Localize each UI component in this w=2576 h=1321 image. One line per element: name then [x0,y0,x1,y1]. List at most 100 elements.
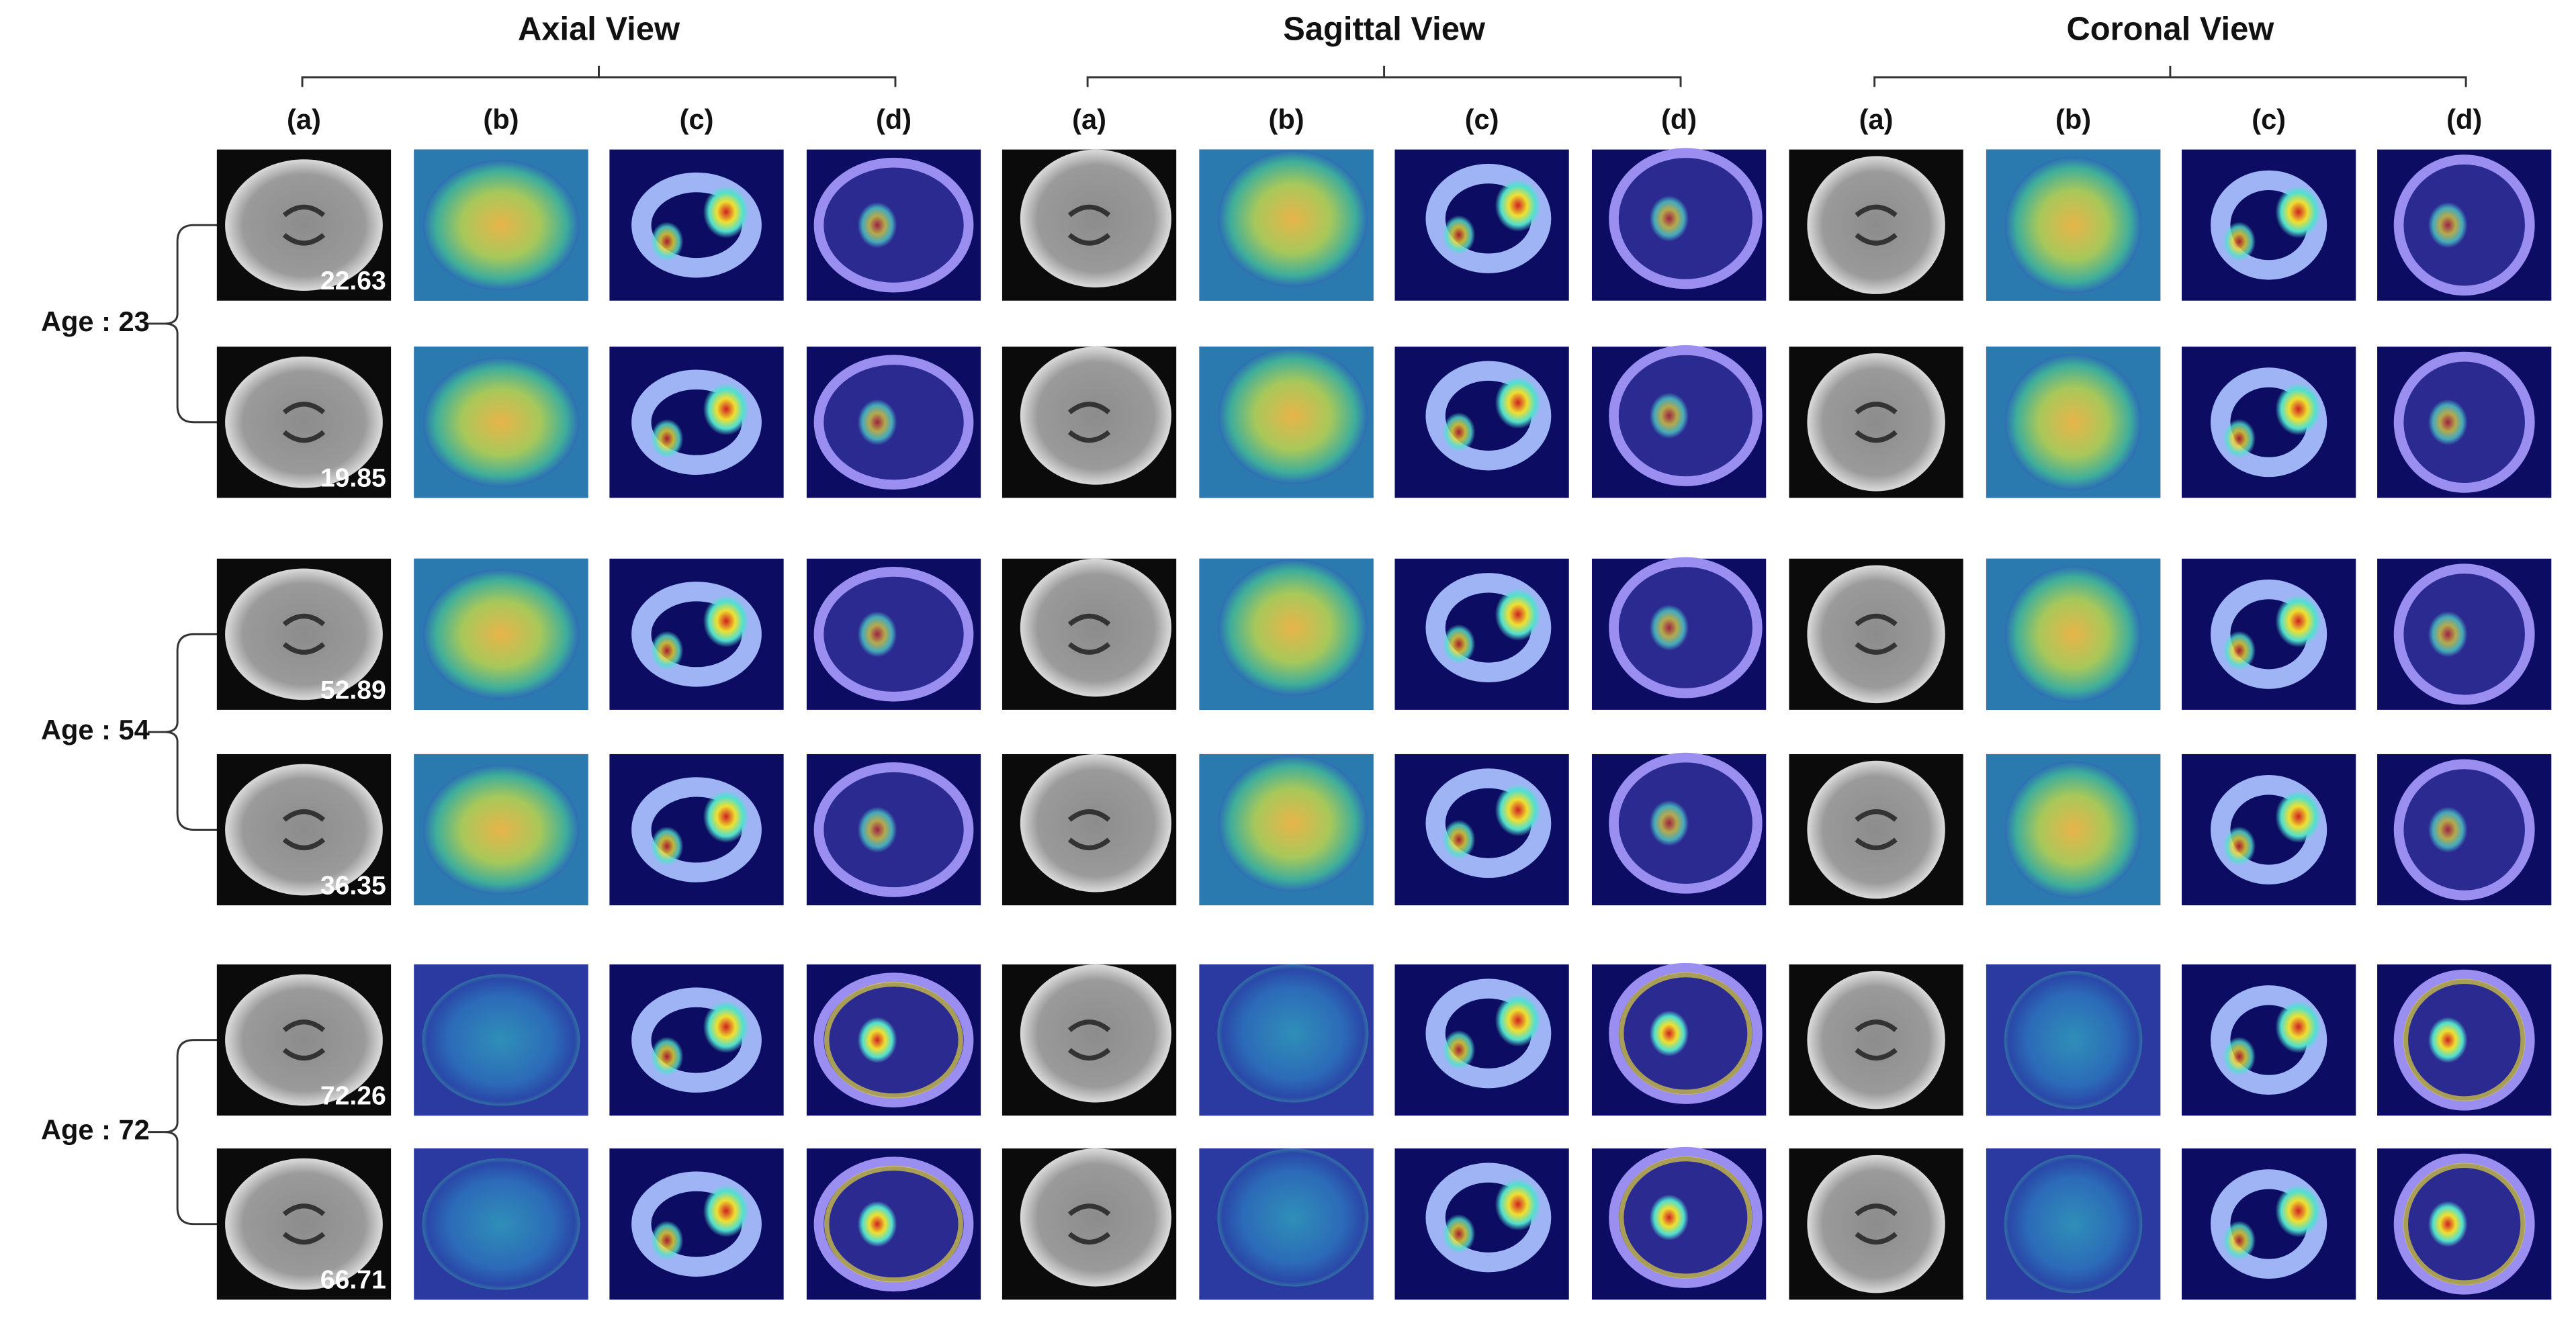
hotspot [2223,418,2256,459]
column-label: (b) [483,103,519,135]
ventricle [1855,1019,1898,1061]
brain-slice [2377,754,2552,906]
brain [1020,149,1171,288]
brain [1217,558,1369,697]
hotspot [1649,392,1689,439]
hotspot [857,611,897,657]
hotspot [650,222,684,261]
hotspot [703,185,750,238]
brain-slice [414,964,588,1116]
brain [1020,964,1171,1103]
white-matter [1425,768,1552,878]
bracket [1873,65,2467,87]
age-label: Age : 23 [41,306,150,337]
brain-slice [1002,754,1177,906]
brain-slice [1986,149,2161,301]
hotspot [1495,783,1542,837]
brain-slice [2182,558,2356,710]
brain-slice [1591,148,1767,301]
brain-slice [1199,964,1374,1116]
hotspot [703,594,750,647]
ventricle [282,1019,326,1061]
hotspot [2223,826,2256,866]
column-label: (c) [2252,103,2286,135]
predicted-age: 66.71 [320,1266,386,1295]
brain-slice [216,754,392,906]
brain [2004,970,2143,1109]
brain-slice [1199,347,1374,498]
brain [225,1158,383,1290]
hotspot [703,1000,750,1054]
hotspot-ring [1619,1156,1752,1279]
brain [1807,156,1945,294]
hotspot-ring [2403,978,2526,1101]
brain-slice [1591,752,1767,906]
brain-slice [1394,1148,1569,1300]
hotspot [2275,790,2321,844]
hotspot [650,1036,684,1077]
brain-slice [1591,962,1767,1116]
hotspot [1442,819,1476,860]
brain-slice [2182,754,2356,906]
brain-slice [1789,754,1963,906]
brain-slice [2377,149,2552,301]
ventricle [1855,613,1898,655]
column-label: (a) [1072,103,1106,135]
ventricle [282,1203,326,1245]
view-title: Sagittal View [1283,11,1486,47]
hotspot [650,631,684,671]
ventricle [1067,204,1111,246]
hotspot [2275,1184,2321,1238]
brain-slice [414,149,588,301]
brain-slice [609,1148,784,1300]
brain-slice [216,149,392,301]
hotspot [1495,179,1542,232]
brain-slice [2182,964,2356,1116]
brain-slice [1986,1148,2161,1300]
age-label: Age : 72 [41,1114,150,1146]
brain [1217,347,1369,485]
brain [422,159,580,291]
column-label: (d) [2446,103,2482,135]
hotspot-ring [824,981,963,1099]
brain-slice [609,964,784,1116]
bracket [1086,65,1682,87]
hotspot-ring [2403,1163,2526,1285]
brain-slice [1591,345,1767,498]
brain-slice [2377,1148,2552,1300]
brain-slice [1789,149,1963,301]
brain-slice [1789,964,1963,1116]
brain-slice [1394,754,1569,906]
hotspot [857,399,897,446]
brain [422,974,580,1106]
brain [1807,970,1945,1109]
brain [225,159,383,291]
hotspot [650,418,684,459]
white-matter [631,369,762,475]
ventricle [282,204,326,246]
white-matter [631,777,762,882]
brain-slice [1199,1148,1374,1300]
brain [1217,149,1369,288]
hotspot [857,807,897,853]
brain [422,568,580,700]
brain [1020,1148,1171,1287]
predicted-age: 19.85 [320,464,386,493]
brain [2004,353,2143,492]
brain-slice [2182,347,2356,498]
hotspot [857,1017,897,1063]
ventricle [1067,613,1111,655]
brain-slice [609,347,784,498]
hotspot [2428,399,2468,446]
hotspot [2275,1000,2321,1054]
view-title: Axial View [518,11,680,47]
hotspot-ring [824,1165,963,1283]
brain-slice [216,1148,392,1300]
brain-slice [1199,149,1374,301]
white-matter [1425,978,1552,1089]
brain-slice [1789,347,1963,498]
ventricle [1067,402,1111,443]
hotspot [650,1220,684,1261]
hotspot [2223,1036,2256,1077]
bracket [301,65,897,87]
